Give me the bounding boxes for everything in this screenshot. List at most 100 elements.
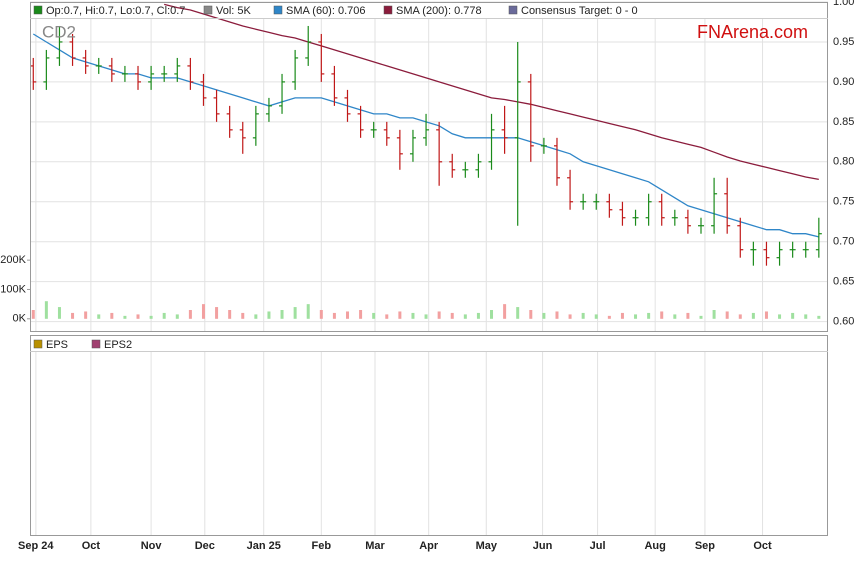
y-tick-label: 0.85 — [833, 116, 854, 128]
volume-bar — [97, 314, 101, 319]
x-tick-label: Dec — [195, 540, 215, 552]
legend-swatch — [33, 339, 43, 349]
volume-bar — [712, 310, 716, 319]
volume-bar — [463, 314, 467, 319]
volume-bar — [424, 314, 428, 319]
legend-label: EPS2 — [104, 339, 132, 351]
volume-bar — [620, 312, 624, 319]
volume-bar — [44, 301, 48, 319]
legend-swatch — [203, 5, 213, 15]
volume-bar — [123, 315, 127, 319]
x-tick-label: Jun — [533, 540, 553, 552]
volume-bar — [817, 315, 821, 319]
x-tick-label: Sep — [695, 540, 715, 552]
legend-label: Op:0.7, Hi:0.7, Lo:0.7, Cl:0.7 — [46, 5, 185, 17]
legend-swatch — [273, 5, 283, 15]
volume-bar — [516, 307, 520, 319]
volume-bar — [57, 307, 61, 319]
volume-bar — [791, 312, 795, 319]
volume-bar — [359, 310, 363, 319]
volume-bar — [332, 312, 336, 319]
volume-bar — [385, 314, 389, 319]
volume-bar — [490, 310, 494, 319]
volume-bar — [136, 314, 140, 319]
x-tick-label: Oct — [82, 540, 101, 552]
volume-bar — [372, 312, 376, 319]
volume-bar — [673, 314, 677, 319]
volume-bar — [437, 311, 441, 319]
volume-bar — [647, 312, 651, 319]
volume-bar — [699, 315, 703, 319]
volume-bar — [503, 304, 507, 319]
volume-bar — [450, 312, 454, 319]
x-tick-label: Aug — [644, 540, 665, 552]
volume-bar — [568, 314, 572, 319]
volume-bar — [594, 314, 598, 319]
volume-bar — [764, 311, 768, 319]
volume-bar — [201, 304, 205, 319]
volume-bar — [686, 312, 690, 319]
x-tick-label: Apr — [419, 540, 439, 552]
price-frame — [30, 2, 828, 332]
x-tick-label: Feb — [312, 540, 332, 552]
x-tick-label: Oct — [753, 540, 772, 552]
eps-frame — [30, 335, 828, 536]
volume-bar — [84, 311, 88, 319]
y-tick-label: 0.80 — [833, 156, 854, 168]
volume-bar — [804, 314, 808, 319]
sma-200-line — [164, 3, 819, 181]
y-tick-label: 0.70 — [833, 236, 854, 248]
volume-bar — [110, 312, 114, 319]
volume-bar — [725, 311, 729, 319]
volume-bar — [71, 312, 75, 319]
legend-swatch — [91, 339, 101, 349]
y-tick-label: 0.95 — [833, 36, 854, 48]
volume-bar — [241, 312, 245, 319]
volume-bar — [162, 312, 166, 319]
x-tick-label: Sep 24 — [18, 540, 54, 552]
volume-bar — [542, 312, 546, 319]
y-tick-label: 1.00 — [833, 0, 854, 8]
watermark: FNArena.com — [697, 22, 808, 42]
volume-bar — [254, 314, 258, 319]
volume-bar — [175, 314, 179, 319]
legend-label: SMA (200): 0.778 — [396, 5, 482, 17]
volume-bar — [345, 311, 349, 319]
volume-bar — [306, 304, 310, 319]
y-tick-label: 0.65 — [833, 276, 854, 288]
volume-bar — [319, 310, 323, 319]
volume-tick-label: 200K — [0, 254, 26, 266]
volume-bar — [267, 311, 271, 319]
volume-bar — [398, 311, 402, 319]
x-tick-label: Nov — [141, 540, 163, 552]
y-tick-label: 0.90 — [833, 76, 854, 88]
volume-bar — [31, 310, 35, 319]
volume-bar — [751, 312, 755, 319]
x-tick-label: May — [476, 540, 498, 552]
volume-tick-label: 0K — [13, 313, 27, 325]
volume-bar — [228, 310, 232, 319]
y-tick-label: 0.60 — [833, 316, 854, 328]
volume-bar — [607, 315, 611, 319]
legend-swatch — [508, 5, 518, 15]
volume-bar — [293, 307, 297, 319]
volume-bar — [778, 314, 782, 319]
volume-bar — [188, 310, 192, 319]
legend-label: Consensus Target: 0 - 0 — [521, 5, 638, 17]
x-tick-label: Jan 25 — [247, 540, 281, 552]
volume-bar — [411, 312, 415, 319]
legend-label: SMA (60): 0.706 — [286, 5, 366, 17]
volume-bar — [581, 312, 585, 319]
x-tick-label: Jul — [590, 540, 606, 552]
volume-bar — [529, 310, 533, 319]
volume-bar — [555, 311, 559, 319]
x-tick-label: Mar — [365, 540, 385, 552]
y-tick-label: 0.75 — [833, 196, 854, 208]
volume-bar — [476, 312, 480, 319]
volume-bar — [634, 314, 638, 319]
volume-bar — [215, 307, 219, 319]
volume-bar — [280, 310, 284, 319]
legend-swatch — [33, 5, 43, 15]
legend-swatch — [383, 5, 393, 15]
volume-tick-label: 100K — [0, 283, 26, 295]
